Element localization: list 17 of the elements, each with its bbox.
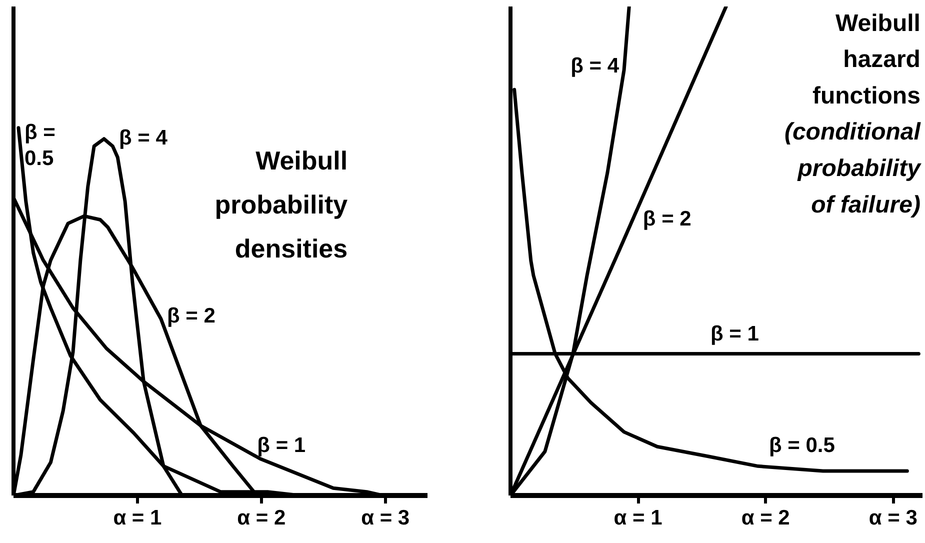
series-label: β = 4 xyxy=(118,126,168,150)
x-tick-label: α = 2 xyxy=(741,506,790,530)
x-tick-label: α = 3 xyxy=(361,506,410,530)
series-label: β = 2 xyxy=(167,304,216,328)
series-label: β = 0.5 xyxy=(24,120,56,170)
x-tick-label: α = 1 xyxy=(113,506,162,530)
x-tick-label: α = 1 xyxy=(614,506,663,530)
text: Weibull hazard functions xyxy=(812,10,920,110)
text: Weibull probability densities xyxy=(214,146,348,264)
series-label: β = 4 xyxy=(570,54,620,78)
series-label: β = 0.5 xyxy=(768,434,836,457)
x-tick-label: α = 3 xyxy=(868,506,918,530)
text: (conditional probability of failure) xyxy=(784,118,922,218)
series-label: β = 1 xyxy=(257,434,306,458)
x-tick-label: α = 2 xyxy=(237,506,286,530)
series-label: β = 2 xyxy=(642,208,692,231)
series-label: β = 1 xyxy=(710,322,760,346)
